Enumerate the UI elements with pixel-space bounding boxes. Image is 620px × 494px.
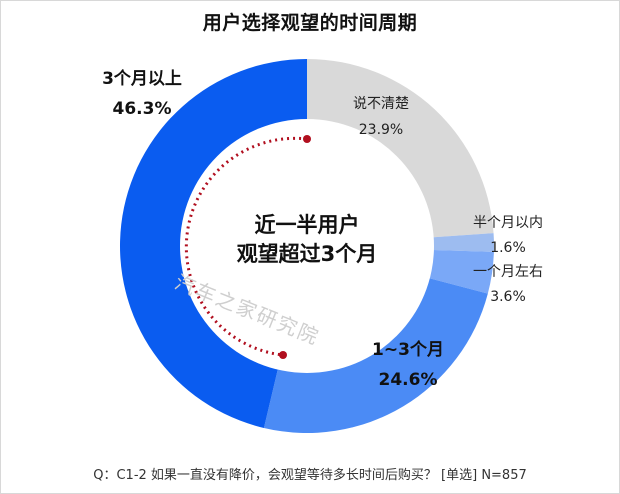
center-line-1: 近一半用户 [254,213,360,237]
label-name: 一个月左右 [473,264,543,280]
label-half-month: 半个月以内 1.6% [458,211,558,261]
label-pct: 23.9% [358,122,404,138]
label-1-3-months: 1~3个月 24.6% [358,335,458,395]
arc-start-dot [303,135,311,143]
center-line-2: 观望超过3个月 [236,242,378,266]
label-name: 1~3个月 [372,340,444,360]
donut-hole [180,119,434,373]
label-one-month: 一个月左右 3.6% [458,260,558,310]
chart-title: 用户选择观望的时间周期 [202,12,418,34]
label-pct: 46.3% [112,99,172,119]
label-unsure: 说不清楚 23.9% [336,91,426,143]
label-more-than-3-months: 3个月以上 46.3% [82,64,202,124]
label-pct: 1.6% [490,240,526,256]
dotted-arc [184,136,308,357]
label-name: 半个月以内 [473,215,543,231]
center-annotation: 近一半用户 观望超过3个月 [207,211,407,269]
label-name: 说不清楚 [353,96,409,112]
label-name: 3个月以上 [102,69,182,89]
footnote: Q：C1-2 如果一直没有降价，会观望等待多长时间后购买？ [单选] N=857 [93,468,527,483]
label-pct: 3.6% [490,289,526,305]
label-pct: 24.6% [378,370,438,390]
arc-end-dot [279,351,287,359]
